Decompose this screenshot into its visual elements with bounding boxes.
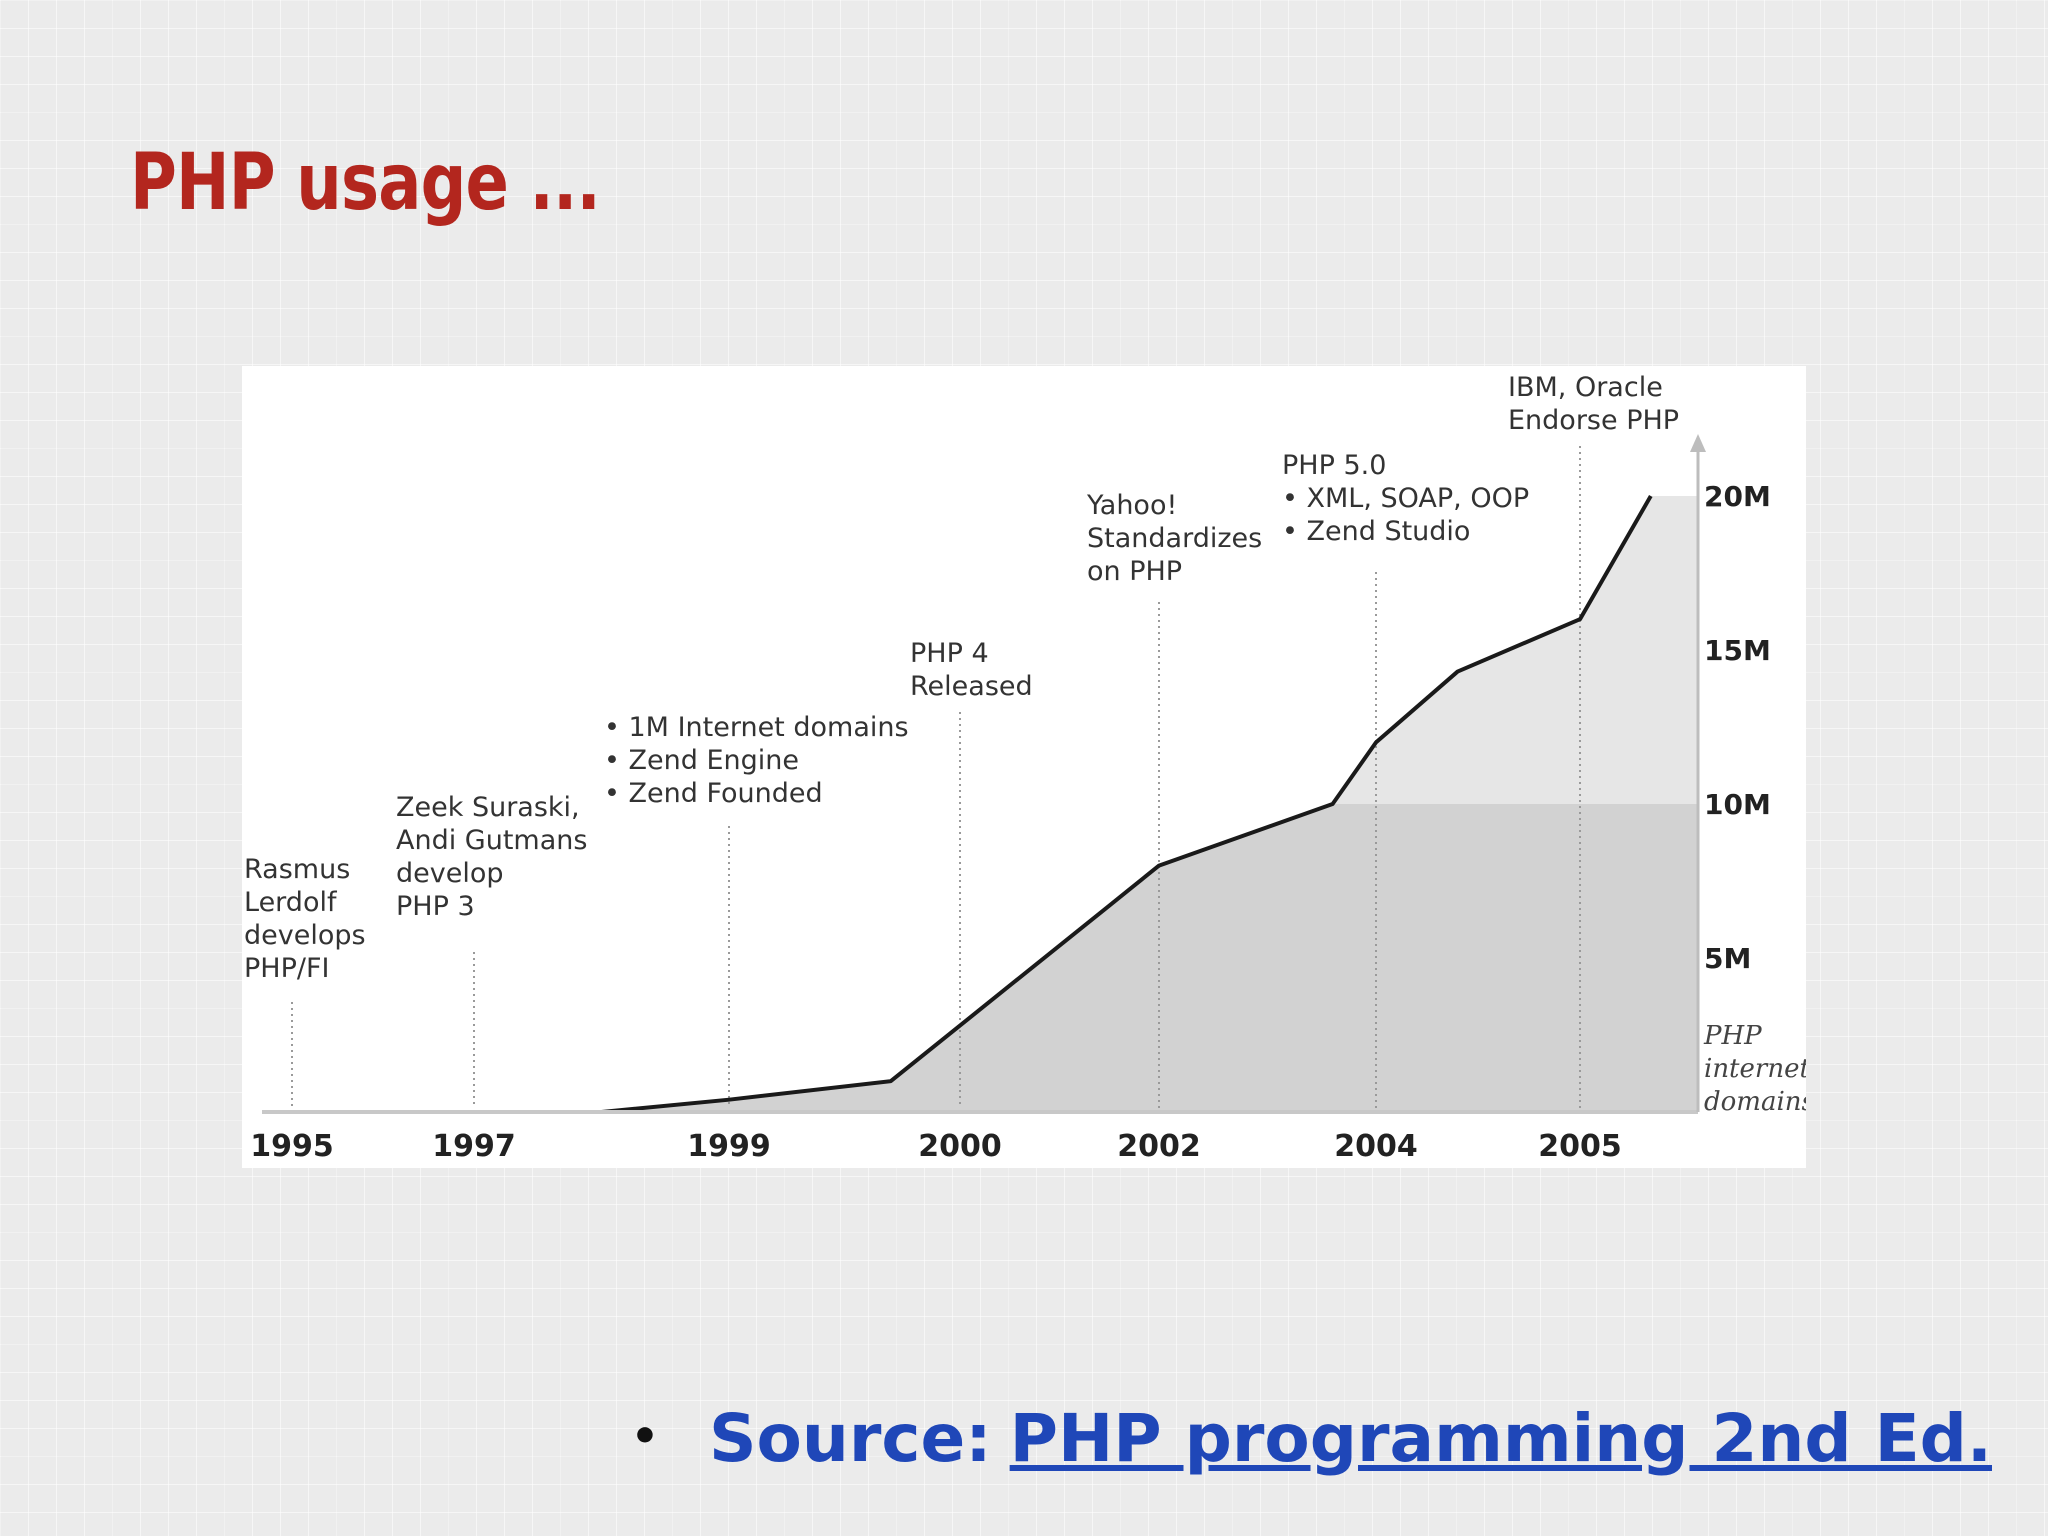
x-tick-2005: 2005 (1538, 1129, 1622, 1164)
annotation-2000: PHP 4 Released (910, 638, 1033, 702)
bullet-icon: • (630, 1411, 659, 1462)
x-tick-1997: 1997 (432, 1129, 516, 1164)
annotation-1999: • 1M Internet domains • Zend Engine • Zend… (604, 712, 909, 809)
chart-panel: Rasmus Lerdolf develops PHP/FI Zeek Suraski,… (242, 366, 1806, 1168)
source-line: • Source: PHP programming 2nd Ed. (631, 1400, 1992, 1477)
y-tick-15M: 15M (1704, 634, 1771, 667)
source-link[interactable]: PHP programming 2nd Ed. (1009, 1400, 1992, 1477)
x-tick-2004: 2004 (1334, 1129, 1418, 1164)
x-tick-2000: 2000 (918, 1129, 1002, 1164)
y-tick-5M: 5M (1704, 942, 1751, 975)
x-tick-1995: 1995 (250, 1129, 334, 1164)
annotation-2004: PHP 5.0 • XML, SOAP, OOP • Zend Studio (1282, 450, 1529, 547)
x-tick-1999: 1999 (687, 1129, 771, 1164)
y-axis-label: PHP internet domains (1703, 1021, 1806, 1117)
y-tick-10M: 10M (1704, 788, 1771, 821)
slide-title: PHP usage ... (130, 138, 601, 228)
series-line (601, 495, 1653, 1114)
y-axis-arrow-icon (1690, 434, 1706, 452)
annotation-2005: IBM, Oracle Endorse PHP (1508, 372, 1679, 436)
source-label: Source: (708, 1400, 992, 1477)
annotation-1997: Zeek Suraski, Andi Gutmans develop PHP 3 (396, 792, 587, 922)
x-tick-2002: 2002 (1117, 1129, 1201, 1164)
annotation-1995: Rasmus Lerdolf develops PHP/FI (244, 854, 366, 984)
annotation-2002: Yahoo! Standardizes on PHP (1086, 490, 1262, 587)
y-tick-20M: 20M (1704, 480, 1771, 513)
